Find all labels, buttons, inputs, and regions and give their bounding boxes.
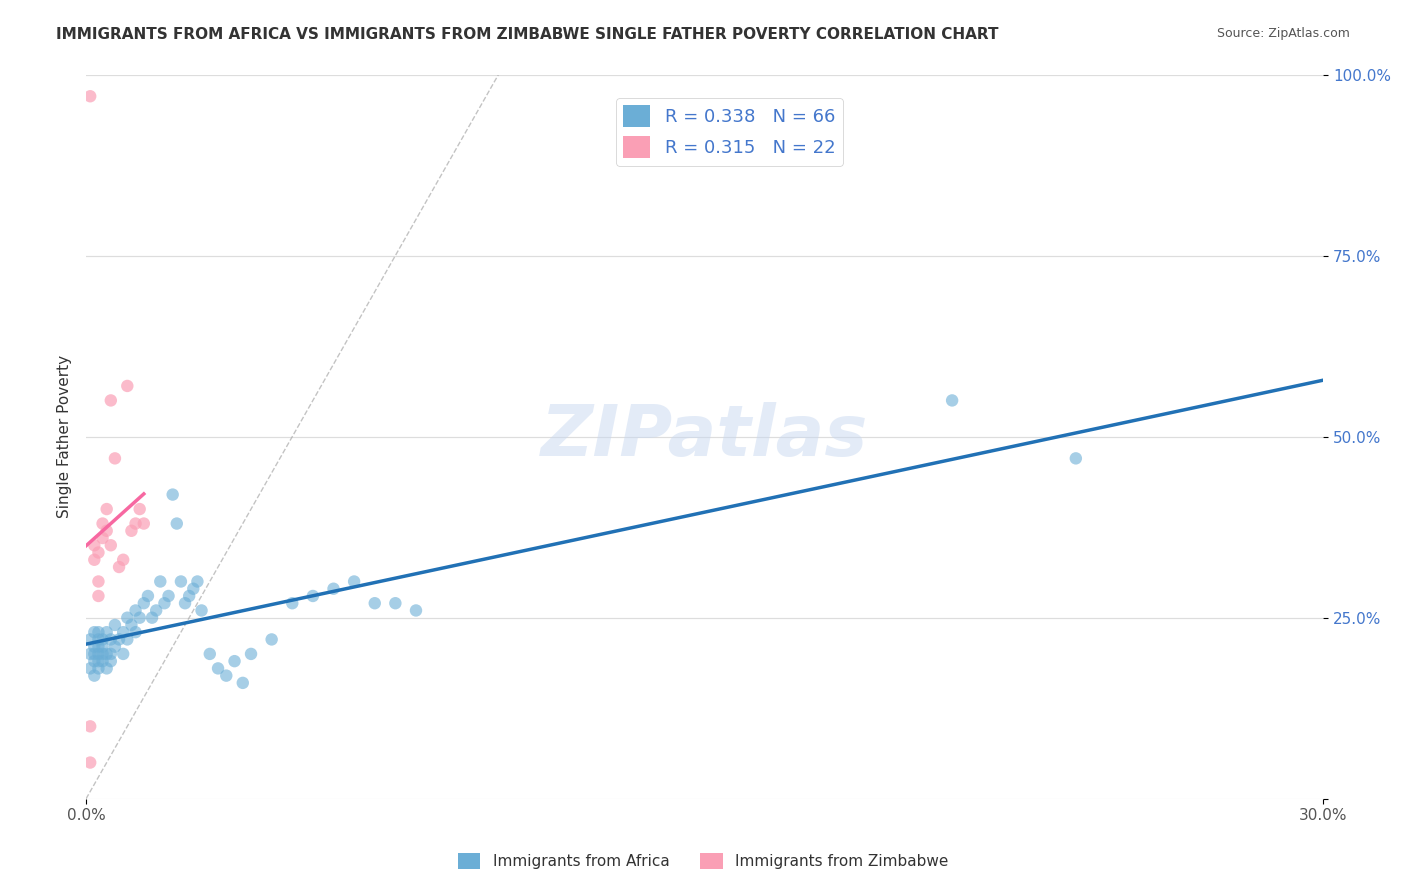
Point	[100, 538, 122, 552]
Point	[112, 647, 135, 661]
Point	[120, 524, 142, 538]
Point	[384, 596, 406, 610]
Point	[87, 661, 110, 675]
Point	[87, 545, 110, 559]
Point	[112, 625, 135, 640]
Point	[322, 582, 344, 596]
Point	[83, 647, 105, 661]
Point	[91, 640, 114, 654]
Point	[96, 502, 118, 516]
Point	[104, 618, 127, 632]
Point	[87, 654, 110, 668]
Point	[83, 625, 105, 640]
Point	[79, 632, 101, 647]
Point	[91, 654, 114, 668]
Point	[79, 647, 101, 661]
Point	[124, 516, 146, 531]
Point	[179, 589, 201, 603]
Y-axis label: Single Father Poverty: Single Father Poverty	[58, 355, 72, 518]
Point	[87, 647, 110, 661]
Text: Source: ZipAtlas.com: Source: ZipAtlas.com	[1216, 27, 1350, 40]
Point	[104, 640, 127, 654]
Point	[96, 661, 118, 675]
Point	[186, 574, 208, 589]
Point	[100, 654, 122, 668]
Point	[136, 589, 159, 603]
Point	[96, 647, 118, 661]
Point	[87, 640, 110, 654]
Point	[281, 596, 304, 610]
Point	[302, 589, 325, 603]
Point	[91, 531, 114, 545]
Point	[232, 676, 254, 690]
Point	[1064, 451, 1087, 466]
Point	[124, 625, 146, 640]
Point	[112, 553, 135, 567]
Point	[83, 668, 105, 682]
Point	[96, 524, 118, 538]
Point	[120, 618, 142, 632]
Point	[79, 89, 101, 103]
Point	[124, 603, 146, 617]
Point	[170, 574, 193, 589]
Legend: R = 0.338   N = 66, R = 0.315   N = 22: R = 0.338 N = 66, R = 0.315 N = 22	[616, 98, 842, 166]
Point	[87, 574, 110, 589]
Point	[83, 654, 105, 668]
Point	[153, 596, 176, 610]
Point	[149, 574, 172, 589]
Point	[91, 632, 114, 647]
Point	[343, 574, 366, 589]
Point	[215, 668, 238, 682]
Point	[87, 632, 110, 647]
Point	[108, 632, 131, 647]
Point	[87, 625, 110, 640]
Point	[117, 610, 139, 624]
Point	[100, 393, 122, 408]
Text: ZIPatlas: ZIPatlas	[541, 402, 869, 471]
Legend: Immigrants from Africa, Immigrants from Zimbabwe: Immigrants from Africa, Immigrants from …	[451, 847, 955, 875]
Point	[100, 647, 122, 661]
Point	[79, 719, 101, 733]
Point	[128, 610, 150, 624]
Point	[83, 538, 105, 552]
Point	[96, 625, 118, 640]
Point	[87, 589, 110, 603]
Point	[104, 451, 127, 466]
Point	[132, 596, 155, 610]
Point	[128, 502, 150, 516]
Text: IMMIGRANTS FROM AFRICA VS IMMIGRANTS FROM ZIMBABWE SINGLE FATHER POVERTY CORRELA: IMMIGRANTS FROM AFRICA VS IMMIGRANTS FRO…	[56, 27, 998, 42]
Point	[117, 632, 139, 647]
Point	[91, 647, 114, 661]
Point	[79, 756, 101, 770]
Point	[157, 589, 180, 603]
Point	[207, 661, 229, 675]
Point	[240, 647, 263, 661]
Point	[260, 632, 283, 647]
Point	[162, 487, 184, 501]
Point	[190, 603, 212, 617]
Point	[83, 553, 105, 567]
Point	[224, 654, 246, 668]
Point	[198, 647, 221, 661]
Point	[145, 603, 167, 617]
Point	[141, 610, 163, 624]
Point	[181, 582, 204, 596]
Point	[79, 661, 101, 675]
Point	[108, 560, 131, 574]
Point	[83, 640, 105, 654]
Point	[405, 603, 427, 617]
Point	[132, 516, 155, 531]
Point	[941, 393, 963, 408]
Point	[117, 379, 139, 393]
Point	[100, 632, 122, 647]
Point	[91, 516, 114, 531]
Point	[174, 596, 197, 610]
Point	[166, 516, 188, 531]
Point	[364, 596, 387, 610]
